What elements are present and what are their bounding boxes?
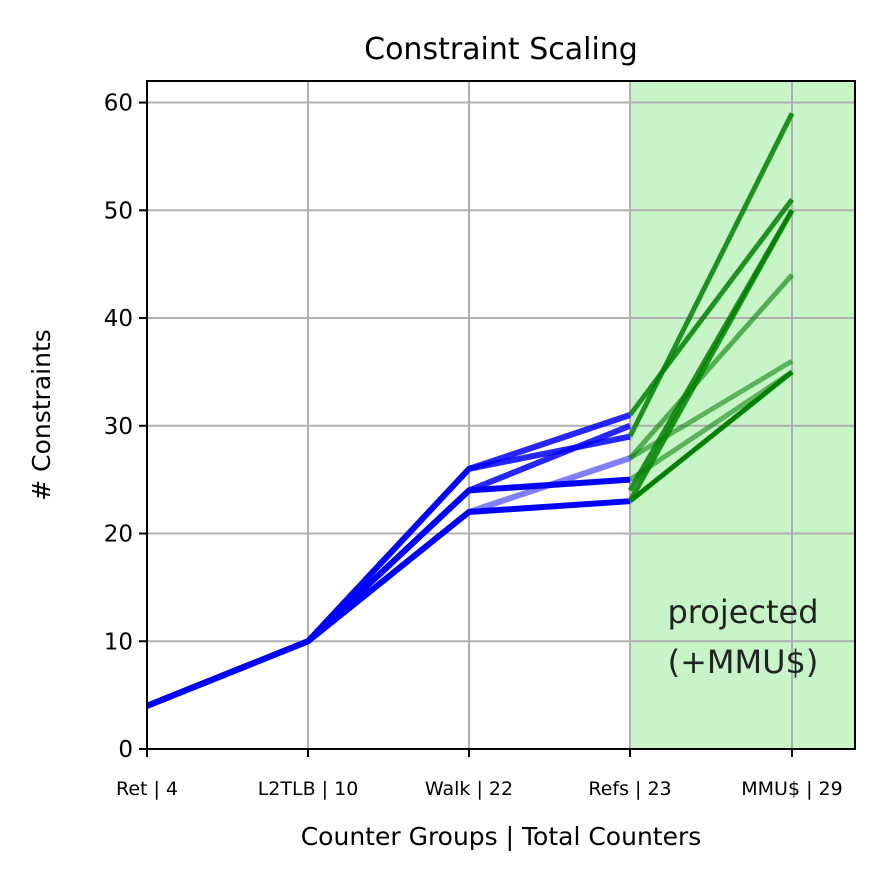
y-axis-label: # Constraints <box>27 329 56 501</box>
ticks: 0 10 20 30 40 50 60 Ret | 4 L2TLB | 10 Walk | 22 R… <box>104 91 843 800</box>
y-tick-label: 40 <box>104 306 133 332</box>
x-tick-label: Ret | 4 <box>116 778 178 800</box>
y-tick-label: 60 <box>104 91 133 117</box>
x-tick-label: MMU$ | 29 <box>741 778 842 800</box>
projected-series-line-5 <box>628 273 794 460</box>
projected-series-line-7 <box>628 369 794 482</box>
annotation-line-2: (+MMU$) <box>668 643 819 681</box>
plot-frame <box>146 80 856 750</box>
y-tick-label: 30 <box>104 414 133 440</box>
y-tick-label: 0 <box>118 737 133 763</box>
x-axis-label: Counter Groups | Total Counters <box>301 822 702 851</box>
series-layer <box>145 112 795 709</box>
annotation-line-1: projected <box>667 593 818 631</box>
projected-series-line-4 <box>627 209 795 503</box>
y-tick-label: 50 <box>104 198 133 224</box>
projected-series-line-8 <box>628 369 794 504</box>
chart-title: Constraint Scaling <box>364 32 638 67</box>
measured-series-line-6 <box>145 455 631 709</box>
y-tick-label: 20 <box>104 522 133 548</box>
y-tick-label: 10 <box>104 629 133 655</box>
projected-series-line-6 <box>628 358 794 461</box>
x-tick-label: L2TLB | 10 <box>258 778 359 800</box>
projected-series-line-2 <box>628 198 794 417</box>
x-tick-label: Refs | 23 <box>588 778 671 800</box>
x-tick-label: Walk | 22 <box>425 778 513 800</box>
